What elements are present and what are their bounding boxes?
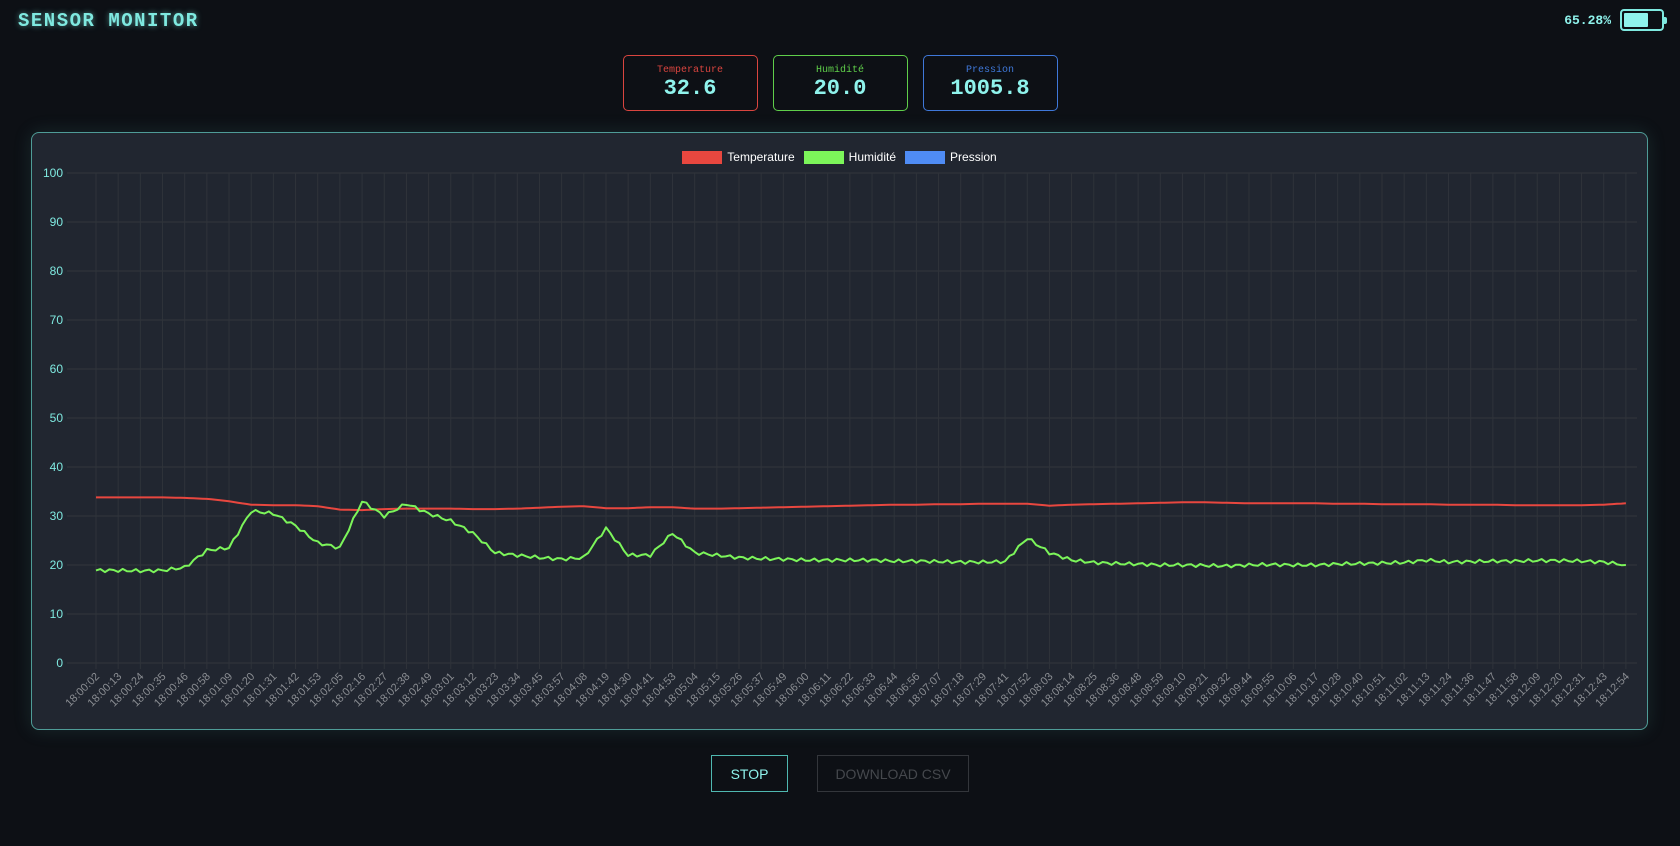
- temperature-label: Temperature: [656, 65, 723, 76]
- svg-text:60: 60: [50, 362, 64, 376]
- svg-text:70: 70: [50, 313, 64, 327]
- legend-label-humidity: Humidité: [848, 150, 897, 164]
- svg-text:0: 0: [56, 656, 63, 670]
- legend-item-pressure[interactable]: Pression: [905, 150, 997, 164]
- humidity-label: Humidité: [815, 65, 864, 76]
- svg-text:40: 40: [50, 460, 64, 474]
- svg-text:90: 90: [50, 215, 64, 229]
- pressure-label: Pression: [965, 65, 1014, 76]
- legend-item-humidity[interactable]: Humidité: [803, 150, 897, 164]
- legend-item-temperature[interactable]: Temperature: [682, 150, 795, 164]
- humidity-card: Humidité 20.0: [772, 55, 908, 111]
- svg-text:50: 50: [50, 411, 64, 425]
- stop-button[interactable]: STOP: [711, 755, 788, 792]
- svg-text:80: 80: [50, 264, 64, 278]
- humidity-value: 20.0: [813, 76, 867, 101]
- chart-legend: Temperature Humidité Pression: [32, 150, 1647, 164]
- svg-text:100: 100: [43, 166, 63, 180]
- legend-swatch-humidity: [803, 150, 844, 164]
- battery-icon: [1620, 9, 1667, 31]
- pressure-value: 1005.8: [950, 76, 1030, 101]
- chart-panel: Temperature Humidité Pression 0 10 20 30 40 5…: [31, 132, 1648, 730]
- battery-percent: 65.28%: [1564, 12, 1611, 28]
- legend-swatch-pressure: [905, 150, 946, 164]
- temperature-value: 32.6: [663, 76, 717, 101]
- temperature-card: Temperature 32.6: [622, 55, 758, 111]
- sensor-cards: Temperature 32.6 Humidité 20.0 Pression …: [0, 55, 1680, 111]
- svg-text:10: 10: [50, 607, 64, 621]
- legend-swatch-temperature: [682, 150, 723, 164]
- app-title: SENSOR MONITOR: [18, 10, 199, 32]
- download-csv-button[interactable]: DOWNLOAD CSV: [817, 755, 969, 792]
- svg-text:30: 30: [50, 509, 64, 523]
- battery-level: [1624, 13, 1648, 27]
- legend-label-pressure: Pression: [950, 150, 997, 164]
- svg-text:20: 20: [50, 558, 64, 572]
- pressure-card: Pression 1005.8: [922, 55, 1058, 111]
- action-bar: STOP DOWNLOAD CSV: [0, 755, 1680, 792]
- legend-label-temperature: Temperature: [727, 150, 795, 164]
- line-chart: 010203040506070809010018:00:0218:00:1318…: [43, 166, 1637, 709]
- battery-status: 65.28%: [1564, 9, 1667, 31]
